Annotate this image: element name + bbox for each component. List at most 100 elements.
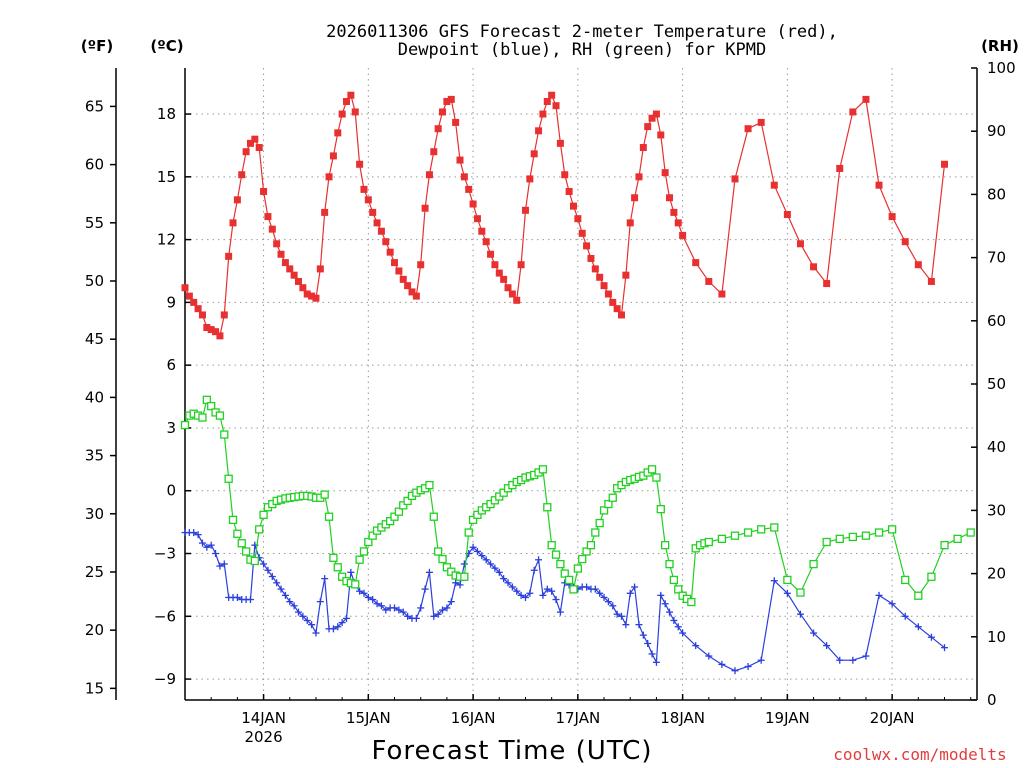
dewpoint-point <box>478 552 486 560</box>
rh-point <box>704 537 713 547</box>
temperature-point <box>888 213 896 221</box>
dewpoint-point <box>666 608 674 616</box>
dewpoint-point <box>521 593 529 601</box>
temperature-point <box>674 219 682 227</box>
dewpoint-point <box>399 608 407 616</box>
rh-point <box>438 554 447 564</box>
temperature-point <box>604 290 612 298</box>
dewpoint-point <box>277 585 285 593</box>
rh-point <box>591 528 600 537</box>
celsius-tick-label: 9 <box>166 293 176 311</box>
temperature-point <box>596 273 604 281</box>
dewpoint-point <box>539 591 547 599</box>
rh-tick-label: 100 <box>987 59 1016 77</box>
temperature-point <box>343 97 351 105</box>
rh-point <box>647 465 657 474</box>
temperature-point <box>360 185 368 193</box>
temperature-point <box>198 311 206 319</box>
temperature-point <box>543 97 551 105</box>
temperature-point <box>622 271 630 279</box>
date-tick-label: 20JAN <box>870 709 915 727</box>
celsius-unit-label: (ºC) <box>150 37 183 55</box>
rh-point <box>547 541 556 550</box>
temperature-point <box>312 294 320 302</box>
temperature-point <box>639 144 647 152</box>
temperature-point <box>600 282 608 290</box>
rh-point <box>582 547 591 556</box>
rh-tick-label: 80 <box>987 185 1006 203</box>
temperature-point <box>229 219 237 227</box>
dewpoint-point <box>679 629 687 637</box>
dewpoint-point <box>927 633 935 641</box>
dewpoint-point <box>281 591 289 599</box>
dewpoint-point <box>796 610 804 618</box>
temperature-point <box>299 284 307 292</box>
dewpoint-point <box>639 631 647 639</box>
temperature-point <box>583 242 591 250</box>
dewpoint-point <box>731 667 739 675</box>
celsius-tick-label: −3 <box>154 545 176 563</box>
dewpoint-point <box>216 562 224 570</box>
temperature-point <box>338 110 346 118</box>
dewpoint-point <box>718 660 726 668</box>
temperature-point <box>264 213 272 221</box>
rh-tick-label: 40 <box>987 438 1006 456</box>
temperature-point <box>783 210 791 218</box>
rh-point <box>953 534 962 543</box>
temperature-point <box>731 175 739 183</box>
temperature-point <box>618 311 625 319</box>
rh-point <box>564 575 574 585</box>
fahrenheit-tick-label: 45 <box>85 330 104 348</box>
rh-point <box>665 559 674 569</box>
rh-point <box>241 547 251 556</box>
x-axis-title: Forecast Time (UTC) <box>371 736 652 766</box>
temperature-point <box>591 265 599 273</box>
rh-point <box>394 507 404 516</box>
rh-point <box>368 531 377 540</box>
temperature-point <box>849 108 857 116</box>
dewpoint-point <box>347 568 355 576</box>
rh-point <box>966 528 975 537</box>
rh-point <box>656 504 665 514</box>
temperature-point <box>469 200 477 208</box>
temperature-point <box>456 156 464 164</box>
temperature-point <box>796 240 804 248</box>
credit-link[interactable]: coolwx.com/modelts <box>833 745 1006 764</box>
dewpoint-point <box>369 596 377 604</box>
dewpoint-point <box>526 589 534 597</box>
temperature-point <box>565 187 573 195</box>
rh-point <box>224 474 233 483</box>
dewpoint-point <box>661 600 669 608</box>
dewpoint-point <box>469 543 477 551</box>
rh-point <box>364 537 373 547</box>
rh-point <box>259 510 268 519</box>
rh-point <box>460 572 469 581</box>
dewpoint-point <box>648 650 656 658</box>
dewpoint-point <box>273 579 281 587</box>
date-tick-label: 14JAN <box>241 709 286 727</box>
temperature-point <box>862 95 870 103</box>
temperature-point <box>225 252 233 260</box>
celsius-tick-label: −6 <box>154 607 176 625</box>
temperature-point <box>613 305 621 313</box>
rh-point <box>599 506 609 515</box>
temperature-point <box>670 208 678 216</box>
temperature-point <box>260 187 268 195</box>
rh-point <box>250 556 259 566</box>
dewpoint-point <box>513 587 521 595</box>
dewpoint-point <box>264 566 272 574</box>
rh-point <box>848 532 857 542</box>
dewpoint-point <box>591 585 599 593</box>
temperature-point <box>281 259 289 267</box>
dewpoint-point <box>294 608 302 616</box>
dewpoint-point <box>334 623 342 631</box>
temperature-point <box>382 238 390 246</box>
temperature-point <box>238 171 246 179</box>
dewpoint-point <box>207 541 215 549</box>
temperature-point <box>194 305 202 313</box>
temperature-point <box>207 326 215 334</box>
celsius-tick-label: 0 <box>166 482 176 500</box>
axes <box>115 68 978 701</box>
temperature-point <box>495 269 503 277</box>
